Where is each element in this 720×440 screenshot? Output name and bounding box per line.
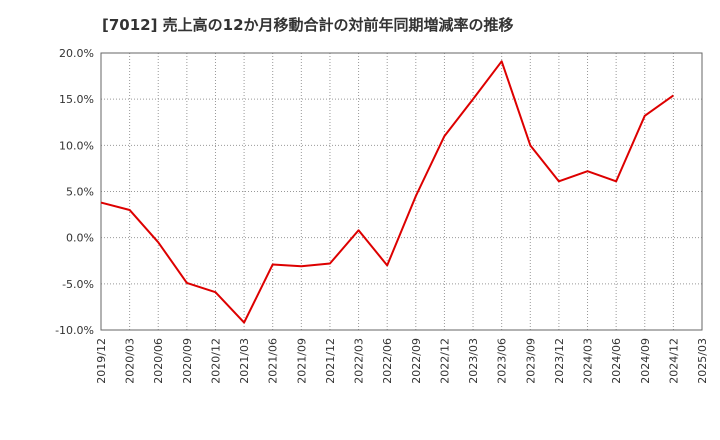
x-tick-label: 2020/09	[181, 338, 194, 384]
x-tick-label: 2024/09	[639, 338, 652, 384]
x-tick-label: 2022/12	[438, 338, 451, 384]
y-tick-label: -5.0%	[62, 278, 94, 291]
x-axis-ticks: 2019/12 2020/03 2020/06 2020/09 2020/12 2021/…	[95, 338, 709, 384]
plot-frame	[100, 52, 703, 331]
x-tick-label: 2024/12	[667, 338, 680, 384]
x-tick-label: 2023/12	[553, 338, 566, 384]
x-tick-label: 2020/12	[209, 338, 222, 384]
x-tick-label: 2021/12	[324, 338, 337, 384]
series-group	[100, 60, 674, 324]
x-tick-label: 2022/06	[381, 338, 394, 384]
x-tick-label: 2024/06	[610, 338, 623, 384]
x-tick-label: 2021/06	[267, 338, 280, 384]
y-tick-label: 0.0%	[66, 232, 94, 245]
x-tick-label: 2025/03	[696, 338, 709, 384]
x-tick-label: 2022/09	[410, 338, 423, 384]
x-tick-label: 2023/06	[496, 338, 509, 384]
y-tick-label: 20.0%	[59, 47, 94, 60]
gridlines	[101, 53, 702, 330]
y-tick-label: 5.0%	[66, 186, 94, 199]
x-tick-label: 2024/03	[582, 338, 595, 384]
x-tick-label: 2021/03	[238, 338, 251, 384]
chart-title: [7012] 売上高の12か月移動合計の対前年同期増減率の推移	[102, 16, 514, 34]
y-tick-label: 10.0%	[59, 139, 94, 152]
x-tick-label: 2019/12	[95, 338, 108, 384]
x-tick-label: 2021/09	[295, 338, 308, 384]
x-tick-label: 2022/03	[353, 338, 366, 384]
x-tick-label: 2023/09	[524, 338, 537, 384]
y-axis-ticks: 20.0% 15.0% 10.0% 5.0% 0.0% -5.0% -10.0%	[55, 47, 94, 337]
x-tick-label: 2020/06	[152, 338, 165, 384]
x-tick-label: 2023/03	[467, 338, 480, 384]
y-tick-label: 15.0%	[59, 93, 94, 106]
x-tick-label: 2020/03	[124, 338, 137, 384]
y-tick-label: -10.0%	[55, 324, 94, 337]
